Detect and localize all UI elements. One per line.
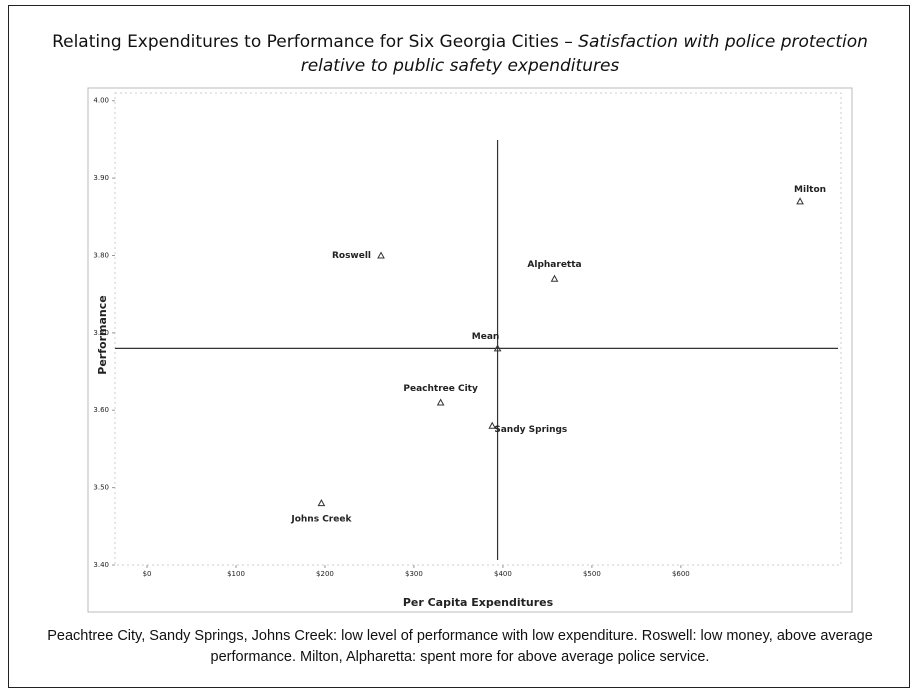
chart-area bbox=[87, 87, 853, 613]
x-tick-label: $300 bbox=[405, 570, 423, 578]
x-axis-label: Per Capita Expenditures bbox=[403, 596, 554, 609]
point bbox=[493, 344, 502, 352]
chart-title: Relating Expenditures to Performance for… bbox=[20, 30, 900, 78]
x-tick-label: $100 bbox=[227, 570, 245, 578]
x-tick-label: $200 bbox=[316, 570, 334, 578]
point bbox=[317, 499, 326, 507]
x-tick-label: $0 bbox=[143, 570, 152, 578]
y-tick-label: 3.50 bbox=[93, 484, 109, 492]
point bbox=[377, 251, 385, 259]
subtitle-text: Satisfaction with police protection rela… bbox=[300, 32, 868, 76]
point bbox=[550, 274, 559, 282]
point-label: Johns Creek bbox=[290, 515, 352, 525]
outer-frame bbox=[8, 5, 910, 688]
y-tick-label: 3.90 bbox=[93, 174, 109, 182]
point bbox=[436, 398, 445, 406]
point-label: Mean bbox=[472, 332, 500, 342]
point-label: Roswell bbox=[332, 251, 371, 261]
caption: Peachtree City, Sandy Springs, Johns Cre… bbox=[47, 628, 873, 665]
point-label: Alpharetta bbox=[527, 260, 581, 270]
y-tick-label: 3.60 bbox=[93, 406, 109, 414]
y-tick-label: 3.40 bbox=[93, 561, 109, 569]
x-tick-label: $500 bbox=[583, 570, 601, 578]
point-label: Milton bbox=[794, 185, 826, 195]
y-axis-label: Performance bbox=[96, 295, 109, 374]
x-tick-label: $400 bbox=[494, 570, 512, 578]
point-label: Sandy Springs bbox=[494, 425, 567, 435]
y-tick-label: 4.00 bbox=[93, 97, 109, 105]
x-tick-label: $600 bbox=[672, 570, 690, 578]
title-text: Relating Expenditures to Performance for… bbox=[52, 32, 573, 52]
point-label: Peachtree City bbox=[403, 384, 478, 394]
y-tick-label: 3.80 bbox=[93, 251, 109, 259]
point bbox=[796, 197, 804, 205]
plot-area bbox=[114, 92, 842, 566]
point bbox=[488, 421, 497, 429]
y-tick-label: 3.70 bbox=[93, 329, 109, 337]
